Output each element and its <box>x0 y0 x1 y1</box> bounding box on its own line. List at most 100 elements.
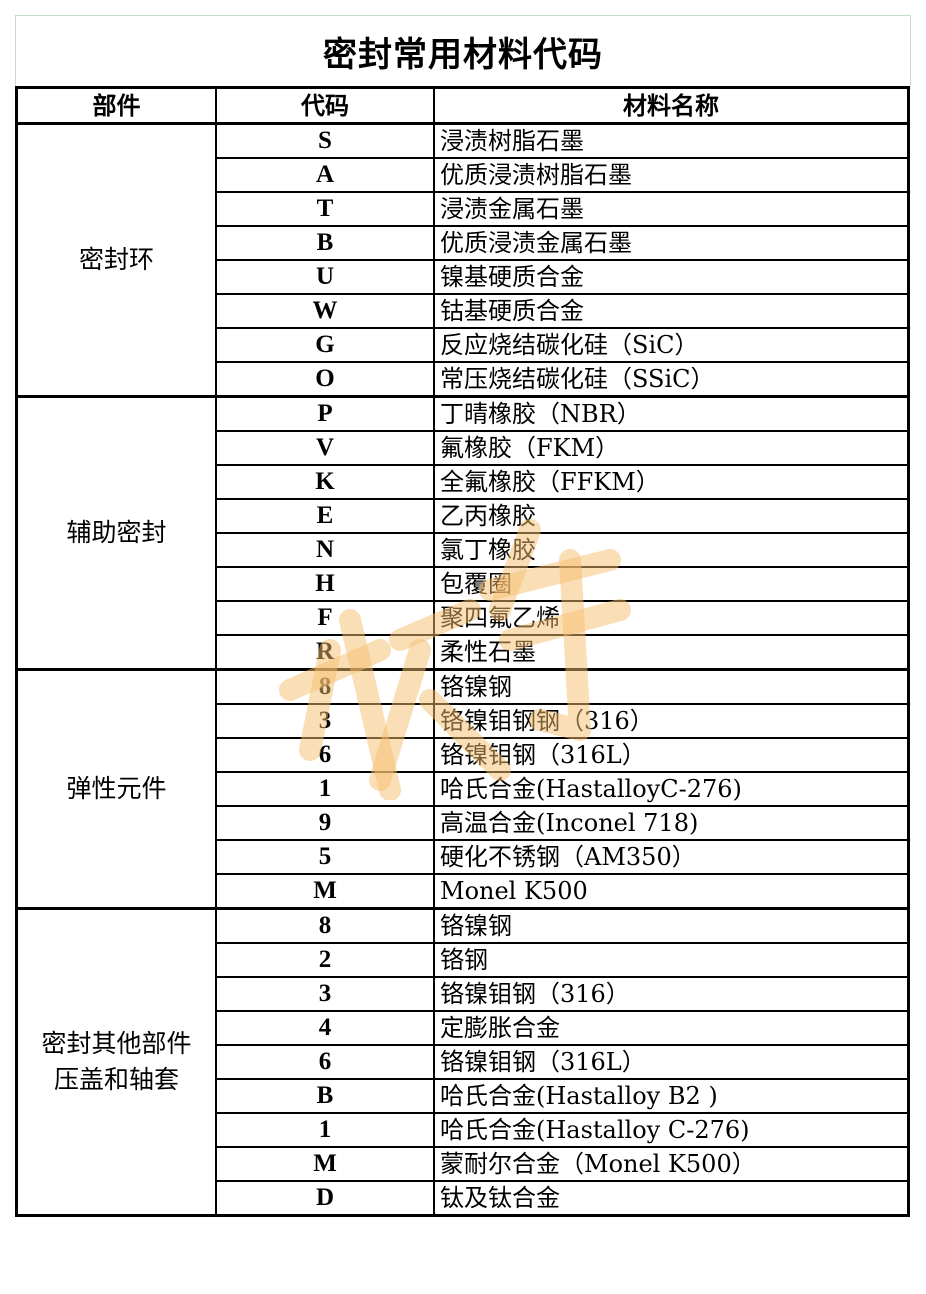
table-row: K 全氟橡胶（FFKM） <box>17 464 910 500</box>
page-title: 密封常用材料代码 <box>15 15 911 87</box>
material-name-cell: 聚四氟乙烯 <box>433 600 910 636</box>
code-cell: V <box>215 430 435 466</box>
material-name-cell: 铬镍钼钢（316） <box>433 976 910 1012</box>
table-row: V 氟橡胶（FKM） <box>17 430 910 466</box>
code-cell: 6 <box>215 737 435 773</box>
code-cell: B <box>215 225 435 261</box>
part-label: 密封环 <box>78 245 154 274</box>
material-name-cell: 钴基硬质合金 <box>433 293 910 329</box>
material-name-cell: 包覆圈 <box>433 566 910 602</box>
table-row: M Monel K500 <box>17 873 910 910</box>
code-cell: 8 <box>215 668 435 705</box>
header-code: 代码 <box>215 86 435 125</box>
table-row: 9 高温合金(Inconel 718) <box>17 805 910 841</box>
code-cell: B <box>215 1078 435 1114</box>
header-part: 部件 <box>15 86 217 125</box>
material-name-cell: 哈氏合金(Hastalloy C-276) <box>433 1112 910 1148</box>
code-cell: U <box>215 259 435 295</box>
table-row: U 镍基硬质合金 <box>17 259 910 295</box>
code-cell: 8 <box>215 907 435 944</box>
code-cell: M <box>215 873 435 910</box>
code-cell: 1 <box>215 1112 435 1148</box>
part-label: 压盖和轴套 <box>53 1065 179 1094</box>
code-cell: F <box>215 600 435 636</box>
table-row: 1 哈氏合金(HastalloyC-276) <box>17 771 910 807</box>
code-cell: 1 <box>215 771 435 807</box>
material-name-cell: 铬镍钼钢（316L） <box>433 737 910 773</box>
material-name-cell: 氯丁橡胶 <box>433 532 910 568</box>
material-name-cell: 常压烧结碳化硅（SSiC） <box>433 361 910 398</box>
table-row: 4 定膨胀合金 <box>17 1010 910 1046</box>
code-cell: K <box>215 464 435 500</box>
code-cell: 3 <box>215 703 435 739</box>
table-row: 1 哈氏合金(Hastalloy C-276) <box>17 1112 910 1148</box>
table-row: 6 铬镍钼钢（316L） <box>17 1044 910 1080</box>
table-row: 弹性元件 8 铬镍钢 <box>15 668 910 910</box>
code-cell: M <box>215 1146 435 1182</box>
material-name-cell: 哈氏合金(HastalloyC-276) <box>433 771 910 807</box>
part-label: 辅助密封 <box>66 518 167 547</box>
table-row: 辅助密封 P 丁晴橡胶（NBR） <box>15 395 910 671</box>
code-cell: P <box>215 395 435 432</box>
table-row: M 蒙耐尔合金（Monel K500） <box>17 1146 910 1182</box>
code-cell: E <box>215 498 435 534</box>
material-name-cell: 高温合金(Inconel 718) <box>433 805 910 841</box>
part-cell: 密封其他部件 压盖和轴套 <box>15 907 217 1217</box>
material-name-cell: 定膨胀合金 <box>433 1010 910 1046</box>
material-name-cell: 浸渍金属石墨 <box>433 191 910 227</box>
material-name-cell: 优质浸渍金属石墨 <box>433 225 910 261</box>
table-row: 密封其他部件 压盖和轴套 8 铬镍钢 <box>15 907 910 1217</box>
part-cell: 弹性元件 <box>15 668 217 910</box>
code-cell: O <box>215 361 435 398</box>
table-row: O 常压烧结碳化硅（SSiC） <box>17 361 910 398</box>
table-row: G 反应烧结碳化硅（SiC） <box>17 327 910 363</box>
table-row: 2 铬钢 <box>17 942 910 978</box>
material-name-cell: 氟橡胶（FKM） <box>433 430 910 466</box>
part-cell: 辅助密封 <box>15 395 217 671</box>
code-cell: R <box>215 634 435 671</box>
part-label: 弹性元件 <box>66 774 167 803</box>
table-row: B 优质浸渍金属石墨 <box>17 225 910 261</box>
table-row: T 浸渍金属石墨 <box>17 191 910 227</box>
material-name-cell: 铬镍钢 <box>433 668 910 705</box>
code-cell: S <box>215 122 435 159</box>
code-cell: 3 <box>215 976 435 1012</box>
material-name-cell: 浸渍树脂石墨 <box>433 122 910 159</box>
part-label: 密封其他部件 <box>41 1029 192 1058</box>
table-row: 密封环 S 浸渍树脂石墨 <box>15 122 910 398</box>
table-row: D 钛及钛合金 <box>17 1180 910 1217</box>
material-name-cell: 优质浸渍树脂石墨 <box>433 157 910 193</box>
material-name-cell: 反应烧结碳化硅（SiC） <box>433 327 910 363</box>
table-row: 3 铬镍钼钢（316） <box>17 976 910 1012</box>
material-name-cell: Monel K500 <box>433 873 910 910</box>
material-name-cell: 柔性石墨 <box>433 634 910 671</box>
material-name-cell: 乙丙橡胶 <box>433 498 910 534</box>
code-cell: W <box>215 293 435 329</box>
material-name-cell: 哈氏合金(Hastalloy B2 ) <box>433 1078 910 1114</box>
code-cell: T <box>215 191 435 227</box>
code-cell: 2 <box>215 942 435 978</box>
material-name-cell: 蒙耐尔合金（Monel K500） <box>433 1146 910 1182</box>
material-name-cell: 铬镍钼钢钢（316） <box>433 703 910 739</box>
material-name-cell: 丁晴橡胶（NBR） <box>433 395 910 432</box>
table-row: 5 硬化不锈钢（AM350） <box>17 839 910 875</box>
code-cell: H <box>215 566 435 602</box>
table-row: B 哈氏合金(Hastalloy B2 ) <box>17 1078 910 1114</box>
material-name-cell: 铬钢 <box>433 942 910 978</box>
material-name-cell: 铬镍钼钢（316L） <box>433 1044 910 1080</box>
material-name-cell: 镍基硬质合金 <box>433 259 910 295</box>
code-cell: G <box>215 327 435 363</box>
material-name-cell: 铬镍钢 <box>433 907 910 944</box>
material-name-cell: 硬化不锈钢（AM350） <box>433 839 910 875</box>
header-material: 材料名称 <box>433 86 910 125</box>
code-cell: N <box>215 532 435 568</box>
table-row: A 优质浸渍树脂石墨 <box>17 157 910 193</box>
code-cell: 6 <box>215 1044 435 1080</box>
code-cell: 5 <box>215 839 435 875</box>
part-cell: 密封环 <box>15 122 217 398</box>
material-name-cell: 全氟橡胶（FFKM） <box>433 464 910 500</box>
material-name-cell: 钛及钛合金 <box>433 1180 910 1217</box>
materials-table: 部件 代码 材料名称 密封环 S 浸渍树脂石墨 A 优质浸渍树脂石墨 T 浸渍金属石墨 B 优质… <box>15 86 910 1217</box>
code-cell: 9 <box>215 805 435 841</box>
code-cell: 4 <box>215 1010 435 1046</box>
